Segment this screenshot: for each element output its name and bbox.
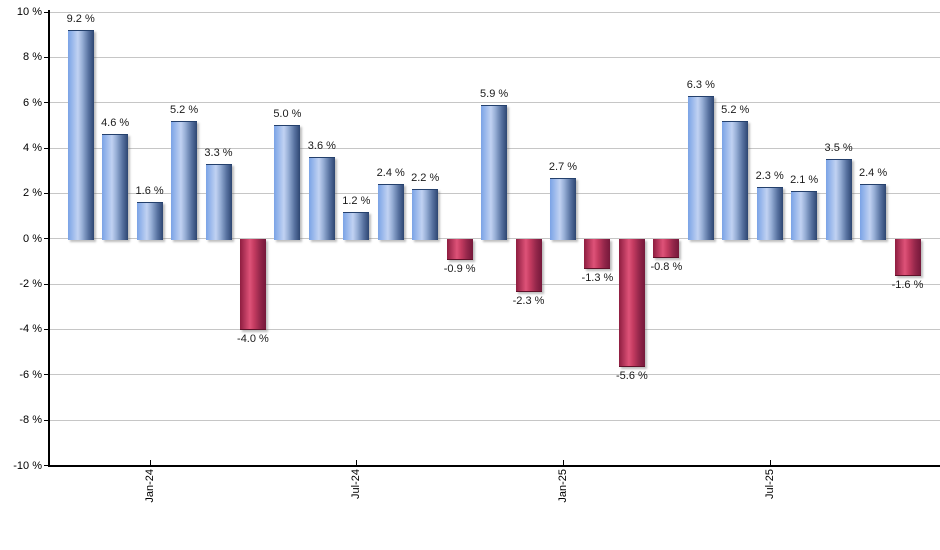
bar[interactable] — [67, 30, 94, 240]
bar-value-label: 2.1 % — [790, 174, 819, 187]
y-axis-tick-label: -8 % — [19, 414, 42, 427]
y-axis-tick-label: -4 % — [19, 323, 42, 336]
bar-value-label: 1.2 % — [342, 194, 371, 207]
bar-value-label: 9.2 % — [66, 13, 95, 26]
bar[interactable] — [722, 120, 749, 240]
bar[interactable] — [584, 238, 611, 270]
bar[interactable] — [377, 184, 404, 240]
y-axis-tick — [44, 56, 48, 58]
y-axis-tick — [44, 465, 48, 466]
gridline — [48, 56, 940, 58]
bar-value-label: -5.6 % — [615, 369, 648, 382]
bar-value-label: 2.4 % — [858, 167, 888, 180]
x-axis-tick — [769, 459, 771, 465]
gridline — [48, 374, 940, 376]
x-axis-tick — [149, 459, 151, 465]
bar-value-label: 3.3 % — [204, 146, 233, 159]
y-axis-line — [48, 10, 50, 467]
bar-value-label: 5.0 % — [273, 108, 302, 121]
gridline — [48, 328, 940, 330]
bar[interactable] — [343, 211, 370, 240]
y-axis-tick — [44, 374, 48, 376]
bar-value-label: -2.3 % — [512, 294, 545, 307]
y-axis-tick — [44, 328, 48, 330]
y-axis-tick-label: -10 % — [13, 459, 42, 472]
bar-value-label: 5.2 % — [169, 103, 199, 116]
bar-value-label: 5.9 % — [480, 87, 509, 100]
bar[interactable] — [618, 238, 645, 367]
bar[interactable] — [515, 238, 542, 292]
bar[interactable] — [825, 159, 852, 240]
y-axis-tick — [44, 147, 48, 149]
bar-value-label: -4.0 % — [237, 333, 269, 346]
y-axis-tick — [44, 283, 48, 285]
bar[interactable] — [102, 134, 129, 240]
y-axis-tick-label: 6 % — [23, 96, 42, 109]
bar[interactable] — [860, 184, 887, 240]
y-axis-tick — [44, 419, 48, 421]
x-axis-tick-label: Jan-24 — [143, 468, 156, 503]
x-axis-tick-label: Jan-25 — [557, 468, 569, 503]
y-axis-tick-label: 2 % — [23, 187, 42, 200]
x-axis-tick — [563, 459, 564, 465]
bar-value-label: -0.8 % — [650, 260, 683, 273]
bar-value-label: 2.2 % — [411, 171, 440, 184]
bar-value-label: 2.3 % — [755, 169, 784, 182]
x-axis-tick-label: Jul-24 — [350, 468, 363, 499]
bar[interactable] — [136, 202, 163, 240]
x-axis-tick — [356, 459, 358, 465]
bar[interactable] — [894, 238, 921, 277]
bar[interactable] — [653, 238, 680, 258]
y-axis-tick-label: 8 % — [23, 51, 42, 64]
bar[interactable] — [274, 125, 301, 240]
bar[interactable] — [791, 191, 818, 240]
bar-value-label: 3.6 % — [307, 140, 336, 153]
y-axis-tick — [44, 11, 48, 13]
y-axis-tick — [44, 238, 48, 240]
y-axis-tick-label: 4 % — [23, 142, 42, 155]
y-axis-tick — [44, 192, 48, 194]
bar[interactable] — [205, 163, 232, 240]
bar[interactable] — [756, 186, 783, 240]
bar[interactable] — [446, 238, 473, 261]
bar[interactable] — [481, 104, 508, 240]
gridline — [48, 283, 940, 285]
bar[interactable] — [239, 238, 266, 331]
x-axis-line — [48, 464, 940, 467]
y-axis-tick-label: 0 % — [23, 232, 42, 245]
bar[interactable] — [412, 188, 439, 240]
y-axis-tick-label: -6 % — [19, 368, 42, 381]
bar-value-label: -1.3 % — [581, 272, 614, 285]
bar[interactable] — [550, 177, 576, 240]
bar-value-label: 2.4 % — [376, 167, 405, 180]
y-axis-tick-label: 10 % — [16, 6, 42, 18]
bar-value-label: 5.2 % — [721, 103, 750, 116]
x-axis-tick-label: Jul-25 — [763, 468, 776, 499]
bar[interactable] — [308, 157, 335, 240]
gridline — [48, 102, 940, 104]
bar[interactable] — [171, 120, 198, 240]
bar-value-label: 6.3 % — [686, 78, 715, 91]
bar-value-label: 2.7 % — [548, 160, 578, 173]
gridline — [48, 11, 940, 13]
gridline — [48, 419, 940, 421]
bar-value-label: 3.5 % — [824, 142, 853, 155]
bar-value-label: -0.9 % — [443, 263, 476, 276]
y-axis-tick — [44, 102, 48, 104]
bar-value-label: 1.6 % — [135, 185, 164, 198]
bar-value-label: -1.6 % — [891, 279, 924, 292]
y-axis-tick-label: -2 % — [19, 278, 42, 291]
bar-value-label: 4.6 % — [101, 117, 130, 130]
bar[interactable] — [687, 95, 714, 240]
